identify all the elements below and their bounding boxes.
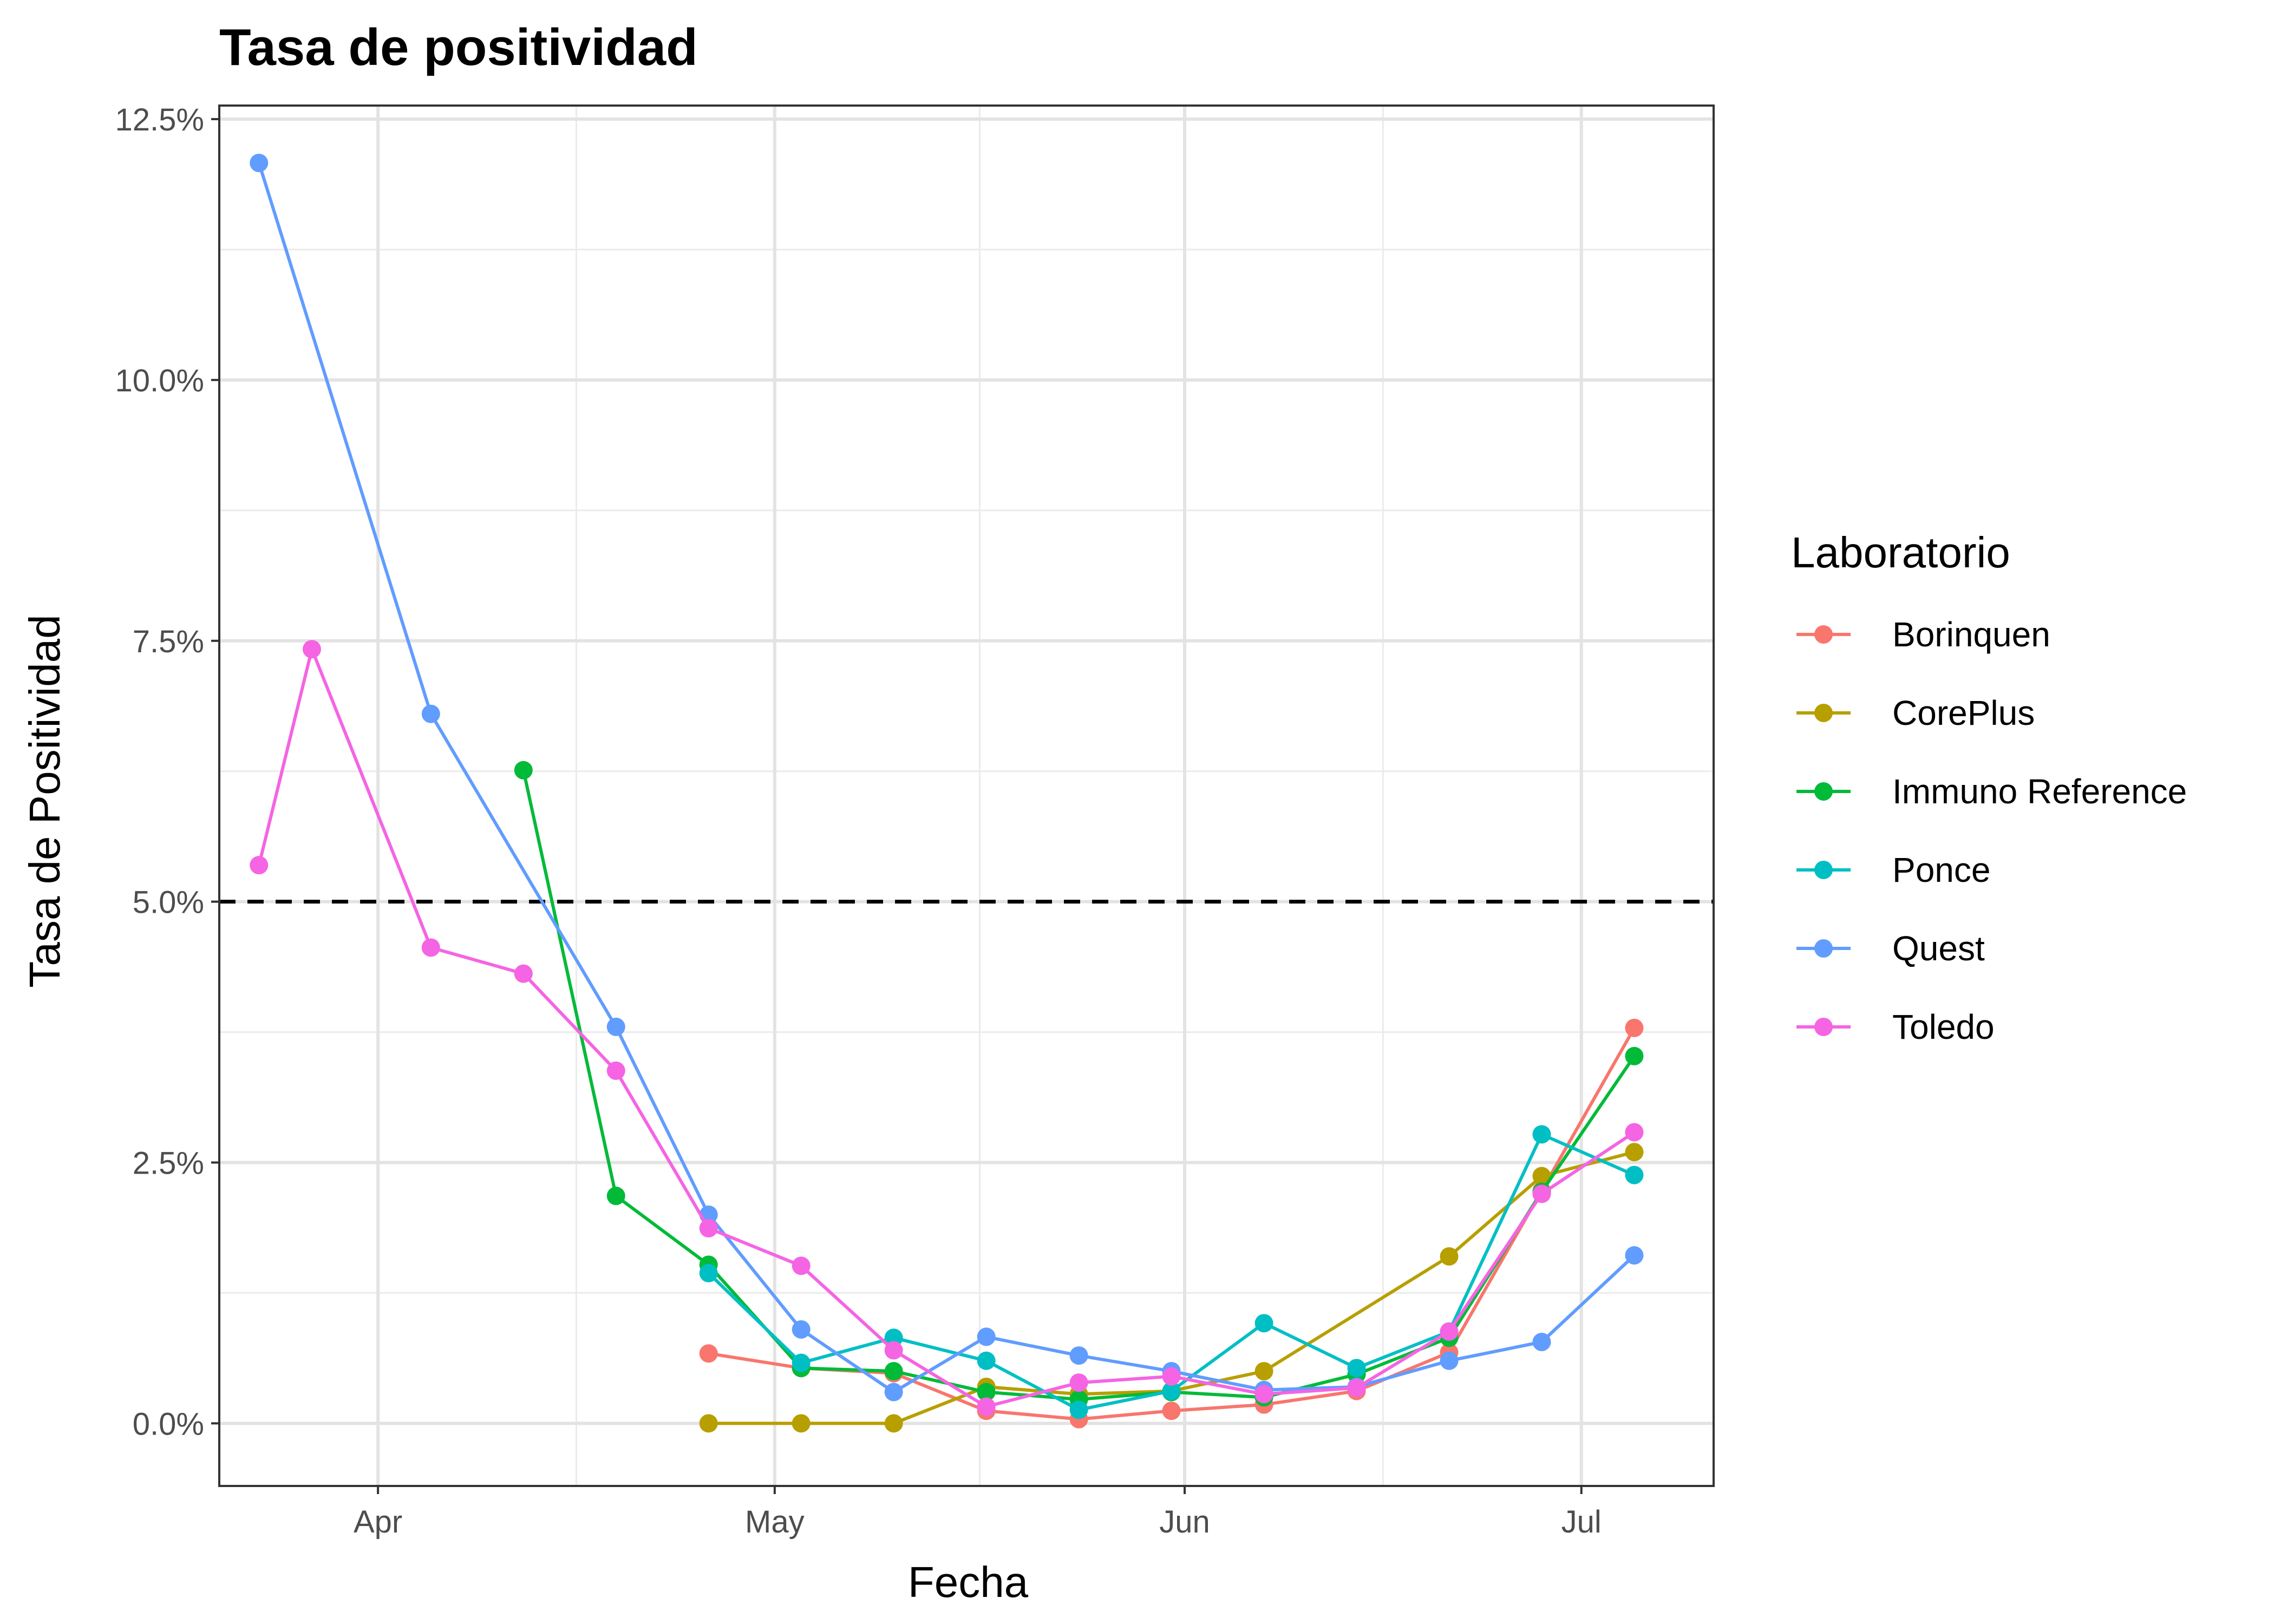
legend-item: Ponce [1796,850,1990,889]
data-point-toledo [884,1341,903,1360]
y-tick-label: 7.5% [133,624,204,659]
data-point-ponce [1254,1314,1273,1333]
data-point-ponce [699,1263,718,1282]
data-point-toledo [1162,1367,1181,1386]
data-point-toledo [302,640,321,659]
y-tick-label: 5.0% [133,885,204,920]
y-tick-label: 10.0% [115,363,204,398]
legend-label: Immuno Reference [1892,772,2187,811]
chart-title: Tasa de positividad [219,18,698,76]
legend-title: Laboratorio [1791,528,2010,577]
series-toledo [250,640,1644,1416]
data-point-toledo [250,856,269,875]
legend-item: Quest [1796,929,1985,968]
legend-label: CorePlus [1892,693,2035,732]
data-point-immuno-reference [606,1187,625,1206]
legend-item: Immuno Reference [1796,772,2187,811]
plot-panel-border [218,104,1715,1487]
data-point-quest [792,1320,811,1339]
data-point-toledo [977,1397,996,1416]
legend-key-point [1814,625,1833,644]
legend-label: Quest [1892,929,1985,968]
data-point-ponce [1347,1359,1366,1378]
data-point-quest [1625,1246,1644,1265]
data-point-borinquen [1625,1018,1644,1037]
data-point-quest [1440,1351,1459,1370]
data-point-borinquen [1162,1402,1181,1420]
data-point-toledo [514,964,533,983]
legend-item: Toledo [1796,1007,1995,1046]
data-point-toledo [699,1219,718,1237]
data-point-quest [1069,1346,1088,1365]
legend-key-point [1814,782,1833,801]
data-point-toledo [1625,1123,1644,1142]
data-point-quest [250,154,269,173]
data-point-coreplus [884,1414,903,1433]
data-point-quest [884,1383,903,1402]
data-point-quest [1532,1333,1551,1352]
data-point-borinquen [699,1344,718,1363]
data-point-quest [977,1327,996,1346]
x-tick-label: May [745,1504,805,1540]
legend-label: Toledo [1892,1007,1995,1046]
plot-background [219,106,1714,1486]
legend-key-point [1814,861,1833,879]
legend-item: Borinquen [1796,615,2050,654]
x-axis-title: Fecha [908,1558,1029,1606]
series-line-coreplus [708,1150,1635,1425]
data-point-immuno-reference [884,1361,903,1380]
legend: Laboratorio Borinquen CorePlus Immuno Refe… [1791,528,2187,1046]
data-point-ponce [1162,1381,1181,1400]
legend-item: CorePlus [1796,693,2035,732]
series-group [250,154,1644,1433]
legend-key-point [1814,704,1833,722]
x-tick-label: Jun [1159,1504,1210,1540]
y-tick-label: 12.5% [115,102,204,137]
legend-key-point [1814,939,1833,958]
data-point-coreplus [1440,1247,1459,1266]
series-ponce [699,1125,1644,1419]
data-point-toledo [1532,1184,1551,1203]
data-point-immuno-reference [977,1383,996,1402]
data-point-coreplus [1254,1361,1273,1380]
data-point-immuno-reference [1625,1046,1644,1065]
legend-label: Ponce [1892,850,1990,889]
data-point-coreplus [1625,1143,1644,1162]
data-point-coreplus [699,1414,718,1433]
grid [219,106,1714,1486]
data-point-ponce [977,1351,996,1370]
data-point-toledo [1069,1373,1088,1392]
data-point-coreplus [792,1414,811,1433]
data-point-quest [606,1017,625,1036]
data-point-ponce [792,1353,811,1372]
data-point-toledo [1254,1385,1273,1404]
x-tick-label: Apr [354,1504,402,1540]
data-point-immuno-reference [514,761,533,780]
legend-label: Borinquen [1892,615,2050,654]
legend-key-point [1814,1018,1833,1036]
data-point-toledo [1440,1322,1459,1341]
data-point-toledo [792,1256,811,1275]
series-line-quest [257,162,1636,1394]
x-axis: Apr May Jun Jul [354,1486,1602,1540]
data-point-ponce [1532,1125,1551,1144]
data-point-toledo [421,938,440,957]
y-axis-title: Tasa de Positividad [21,614,69,987]
x-tick-label: Jul [1561,1504,1602,1540]
data-point-toledo [1347,1378,1366,1397]
data-point-quest [421,704,440,723]
y-tick-label: 0.0% [133,1406,204,1442]
series-line-toledo [257,647,1636,1409]
y-axis: 0.0% 2.5% 5.0% 7.5% 10.0% 12.5% [115,102,219,1442]
data-point-ponce [1625,1165,1644,1184]
data-point-ponce [1069,1400,1088,1419]
y-tick-label: 2.5% [133,1145,204,1181]
data-point-toledo [606,1061,625,1080]
data-point-coreplus [1532,1167,1551,1186]
